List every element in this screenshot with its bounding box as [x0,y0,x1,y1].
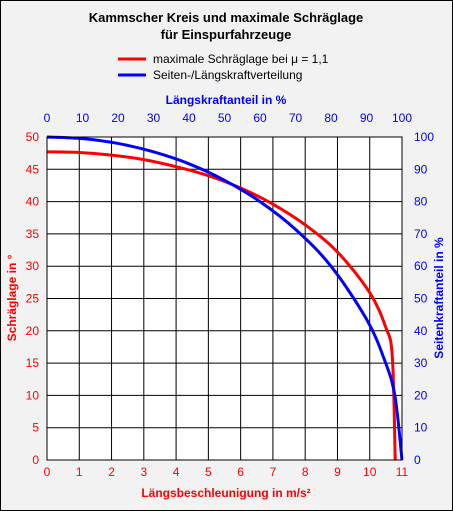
y-tick-label-2: 10 [26,388,40,402]
legend-label-blue: Seiten-/Längskraftverteilung [153,68,302,82]
x2-tick-label-2: 20 [111,111,125,125]
x-tick-label-4: 4 [173,465,180,479]
chart-title-line-1: Kammscher Kreis und maximale Schräglage [89,10,364,25]
y-tick-label-6: 30 [26,259,40,273]
x2-tick-label-7: 70 [289,111,303,125]
x-tick-label-10: 10 [363,465,377,479]
y2-tick-label-0: 0 [414,453,421,467]
x2-tick-label-4: 40 [182,111,196,125]
x-tick-label-7: 7 [270,465,277,479]
y2-tick-label-5: 50 [414,292,428,306]
y2-tick-label-1: 10 [414,421,428,435]
y-tick-label-9: 45 [26,162,40,176]
y2-tick-label-9: 90 [414,162,428,176]
y2-tick-label-6: 60 [414,259,428,273]
x-tick-label-8: 8 [302,465,309,479]
legend: maximale Schräglage bei μ = 1,1 Seiten-/… [118,52,329,82]
y2-tick-label-10: 100 [414,130,434,144]
y2-tick-label-2: 20 [414,388,428,402]
x2-tick-label-1: 10 [76,111,90,125]
y2-tick-label-4: 40 [414,324,428,338]
x-tick-label-1: 1 [76,465,83,479]
y2-tick-label-7: 70 [414,227,428,241]
x2-tick-label-8: 80 [324,111,338,125]
y2-axis-label: Seitenkraftanteil in % [432,237,446,359]
y-tick-label-10: 50 [26,130,40,144]
curves [46,135,404,461]
x2-tick-label-5: 50 [218,111,232,125]
y-tick-label-3: 15 [26,356,40,370]
x-tick-label-0: 0 [44,465,51,479]
x2-tick-label-10: 100 [392,111,412,125]
y-axis-label: Schräglage in ° [5,254,19,341]
plot-border [46,136,403,461]
legend-label-red: maximale Schräglage bei μ = 1,1 [153,52,329,66]
y-tick-label-0: 0 [32,453,39,467]
x2-tick-label-9: 90 [360,111,374,125]
x2-tick-label-0: 0 [44,111,51,125]
x-axis-label: Längsbeschleunigung in m/s² [141,486,310,500]
x-tick-label-5: 5 [205,465,212,479]
grid [46,136,403,461]
series-line-0 [46,150,397,461]
x-tick-label-2: 2 [108,465,115,479]
y-tick-label-7: 35 [26,227,40,241]
x2-axis-label: Längskraftanteil in % [166,93,287,107]
y-tick-label-8: 40 [26,195,40,209]
x-tick-label-11: 11 [396,465,409,479]
y2-tick-label-3: 30 [414,356,428,370]
x2-tick-label-3: 30 [147,111,161,125]
x-tick-label-3: 3 [140,465,147,479]
y2-tick-label-8: 80 [414,195,428,209]
x-tick-label-9: 9 [334,465,341,479]
y-tick-label-5: 25 [26,292,40,306]
y-tick-label-4: 20 [26,324,40,338]
x-tick-label-6: 6 [237,465,244,479]
x2-tick-label-6: 60 [253,111,267,125]
y-tick-label-1: 5 [32,421,39,435]
series-line-1 [46,135,404,461]
chart-title-line-2: für Einspurfahrzeuge [161,27,292,42]
